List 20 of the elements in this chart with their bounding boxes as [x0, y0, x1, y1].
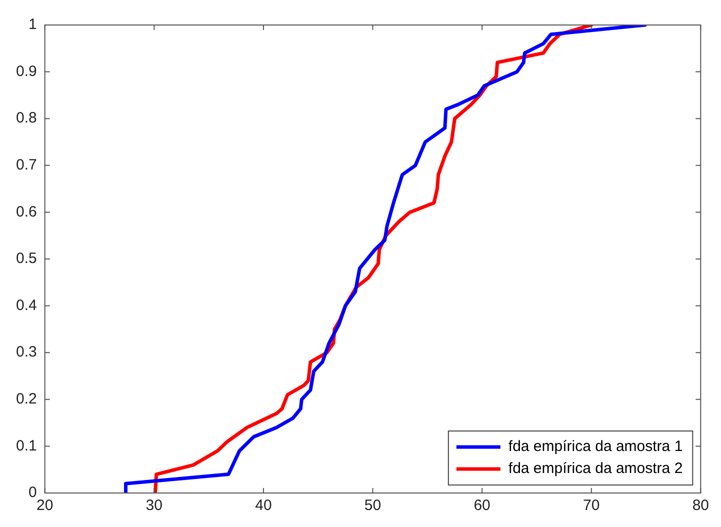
legend-label: fda empírica da amostra 1 — [508, 438, 683, 456]
x-tick-label: 60 — [474, 497, 490, 514]
y-tick-label: 0.2 — [16, 390, 37, 408]
y-tick-label: 0.9 — [16, 62, 37, 80]
y-tick-label: 0.8 — [16, 110, 37, 127]
x-tick-label: 40 — [255, 497, 272, 514]
y-tick-label: 0.6 — [16, 203, 37, 220]
y-tick-label: 0.4 — [16, 296, 37, 314]
y-tick-label: 0.3 — [16, 344, 37, 361]
x-tick-label: 50 — [364, 497, 382, 514]
x-tick-label: 80 — [692, 497, 709, 514]
legend-label: fda empírica da amostra 2 — [508, 460, 683, 478]
x-tick-label: 70 — [583, 497, 600, 514]
y-tick-label: 0.7 — [16, 156, 37, 174]
x-tick-label: 30 — [146, 497, 162, 514]
y-tick-label: 0 — [28, 484, 37, 502]
y-tick-label: 1 — [28, 16, 37, 34]
x-tick-label: 20 — [36, 497, 54, 514]
y-tick-label: 0.1 — [16, 437, 37, 454]
y-tick-label: 0.5 — [16, 250, 37, 268]
